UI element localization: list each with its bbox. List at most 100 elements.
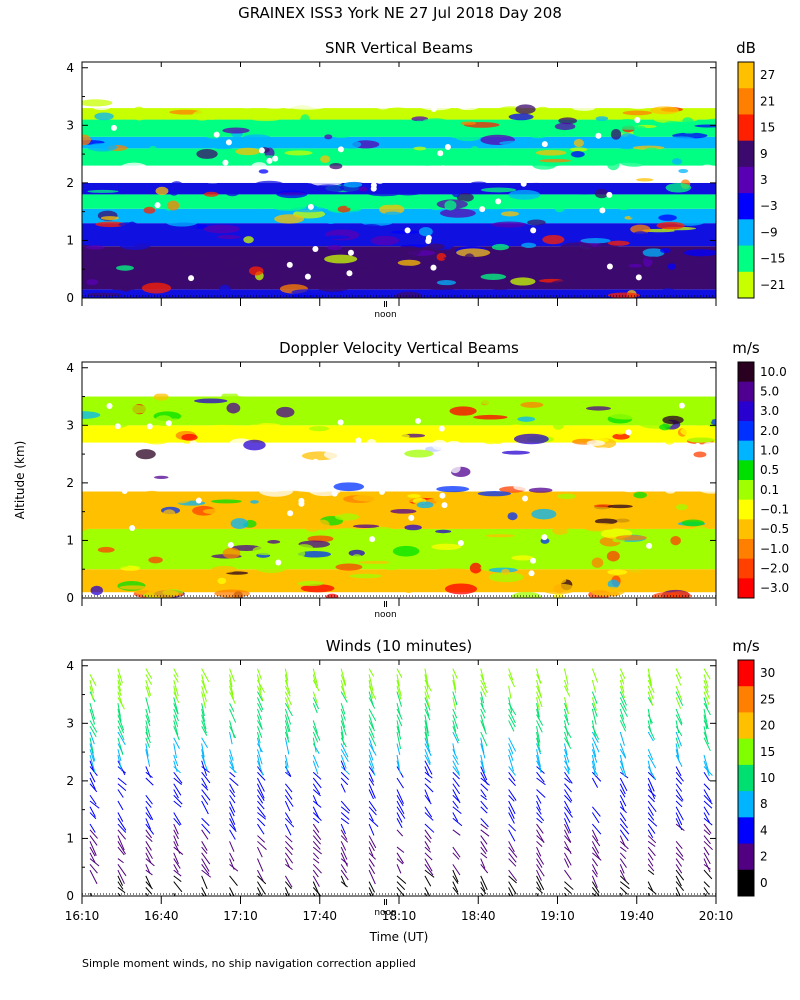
echo-cell: [520, 401, 544, 408]
wind-barb: [368, 691, 374, 707]
wind-barb: [508, 823, 516, 832]
wind-barb: [675, 864, 683, 874]
wind-barb: [117, 691, 123, 706]
wind-barb: [424, 777, 432, 783]
echo-cell: [685, 577, 716, 583]
colorbar-unit: dB: [736, 39, 756, 57]
echo-cell: [205, 424, 240, 430]
echo-gap: [165, 420, 172, 427]
colorbar-label: 9: [760, 147, 768, 161]
echo-cell: [219, 395, 252, 404]
echo-cell: [87, 143, 118, 152]
echo-cell: [686, 551, 700, 558]
echo-cell: [307, 503, 325, 513]
wind-barb: [368, 852, 376, 860]
echo-cell: [670, 536, 681, 546]
wind-barb: [452, 731, 459, 744]
echo-cell: [352, 494, 387, 502]
echo-cell: [366, 438, 377, 449]
echo-cell: [464, 253, 475, 264]
wind-barb: [591, 771, 602, 782]
wind-barb: [452, 708, 458, 719]
echo-layer: [82, 165, 716, 183]
wind-barb: [619, 685, 626, 699]
echo-cell: [607, 409, 644, 420]
echo-cell: [629, 210, 660, 222]
wind-barb: [563, 743, 568, 756]
echo-gap: [286, 261, 293, 268]
wind-barb: [173, 789, 179, 799]
wind-barb: [452, 829, 461, 836]
wind-barb: [340, 668, 347, 686]
wind-barb: [703, 829, 711, 836]
echo-cell: [607, 579, 620, 589]
echo-cell: [115, 404, 151, 414]
wind-barb: [229, 691, 236, 704]
wind-barb: [368, 737, 375, 753]
wind-barb: [452, 846, 461, 858]
wind-barb: [564, 852, 572, 866]
echo-cell: [320, 155, 331, 163]
echo-cell: [678, 168, 689, 174]
wind-barb: [647, 725, 656, 740]
echo-cell: [475, 430, 504, 436]
wind-barb: [619, 800, 625, 812]
echo-cell: [183, 251, 204, 259]
wind-barb: [564, 794, 572, 803]
wind-barb: [452, 720, 457, 732]
wind-barb: [591, 881, 600, 893]
echo-gap: [444, 143, 451, 150]
echo-cell: [660, 288, 676, 294]
echo-cell: [664, 475, 696, 485]
x-tick-label: 18:10: [382, 909, 417, 923]
echo-gap: [530, 227, 537, 234]
echo-cell: [303, 462, 330, 472]
wind-barb: [145, 714, 151, 727]
wind-barb: [89, 731, 95, 745]
wind-barb: [563, 668, 569, 685]
wind-barb: [536, 737, 541, 753]
echo-cell: [82, 197, 104, 204]
echo-cell: [665, 488, 676, 494]
wind-barb: [89, 823, 96, 833]
wind-barb: [480, 691, 485, 704]
wind-barb: [536, 731, 540, 747]
wind-barb: [536, 875, 545, 890]
echo-cell: [465, 542, 486, 553]
wind-barb: [117, 725, 125, 741]
wind-barb: [619, 668, 626, 679]
wind-barb: [647, 823, 656, 834]
wind-barb: [564, 777, 571, 784]
wind-barb: [201, 743, 205, 758]
echo-gap: [541, 534, 548, 541]
echo-cell: [107, 471, 119, 476]
echo-cell: [628, 263, 642, 268]
echo-cell: [217, 577, 227, 585]
echo-cell: [271, 201, 307, 211]
echo-cell: [457, 99, 471, 110]
wind-barb: [173, 835, 179, 847]
echo-cell: [452, 190, 461, 198]
echo-cell: [615, 535, 647, 541]
echo-cell: [470, 181, 487, 186]
echo-cell: [339, 140, 362, 149]
wind-barb: [284, 789, 293, 800]
wind-barb: [591, 720, 597, 739]
echo-cell: [185, 267, 195, 271]
echo-cell: [630, 224, 651, 234]
echo-cell: [276, 190, 308, 199]
x-tick-label: 19:40: [619, 909, 654, 923]
colorbar-label: 5.0: [760, 385, 779, 399]
echo-cell: [166, 218, 198, 227]
echo-cell: [491, 221, 527, 228]
wind-barb: [480, 674, 487, 689]
wind-barb: [703, 823, 712, 834]
echo-cell: [612, 433, 630, 440]
colorbar-label: 15: [760, 745, 775, 759]
echo-cell: [491, 243, 509, 251]
wind-barb: [312, 777, 322, 789]
echo-cell: [517, 122, 551, 134]
echo-cell: [688, 415, 713, 426]
wind-barb: [647, 864, 655, 872]
echo-gap: [159, 175, 166, 182]
